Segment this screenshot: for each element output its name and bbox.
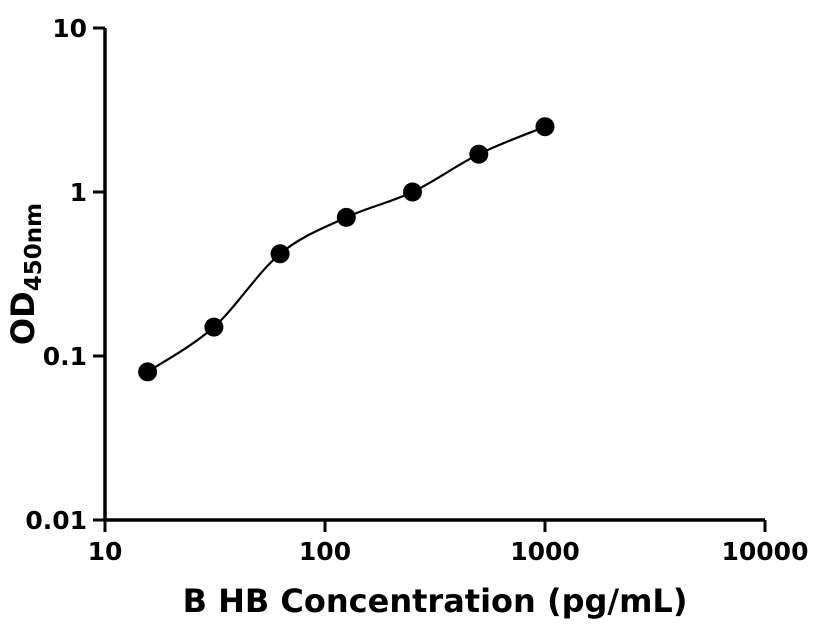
y-tick-label-1: 1 xyxy=(70,178,87,207)
chart-plot-area: 10 100 1000 10000 0.01 0.1 1 10 xyxy=(25,14,808,566)
x-tick-label-10: 10 xyxy=(88,537,123,566)
data-point-1 xyxy=(204,317,224,337)
x-tick-label-10000: 10000 xyxy=(722,537,809,566)
y-axis-title-subscript: 450nm xyxy=(21,203,47,291)
x-axis-title: B HB Concentration (pg/mL) xyxy=(183,582,688,620)
x-tick-label-100: 100 xyxy=(299,537,351,566)
fit-curve xyxy=(146,125,546,373)
y-axis-title: OD450nm xyxy=(4,203,47,345)
data-point-5 xyxy=(469,144,489,164)
data-point-4 xyxy=(403,182,422,202)
y-tick-label-0.1: 0.1 xyxy=(43,342,87,371)
y-axis-title-main: OD xyxy=(4,291,42,345)
y-tick-label-10: 10 xyxy=(52,14,87,43)
data-point-6 xyxy=(535,117,555,137)
axis-lines xyxy=(103,28,765,522)
data-point-3 xyxy=(336,207,356,227)
data-point-2 xyxy=(270,244,290,264)
data-point-0 xyxy=(138,362,158,382)
x-tick-label-1000: 1000 xyxy=(510,537,580,566)
y-tick-label-0.01: 0.01 xyxy=(25,506,87,535)
